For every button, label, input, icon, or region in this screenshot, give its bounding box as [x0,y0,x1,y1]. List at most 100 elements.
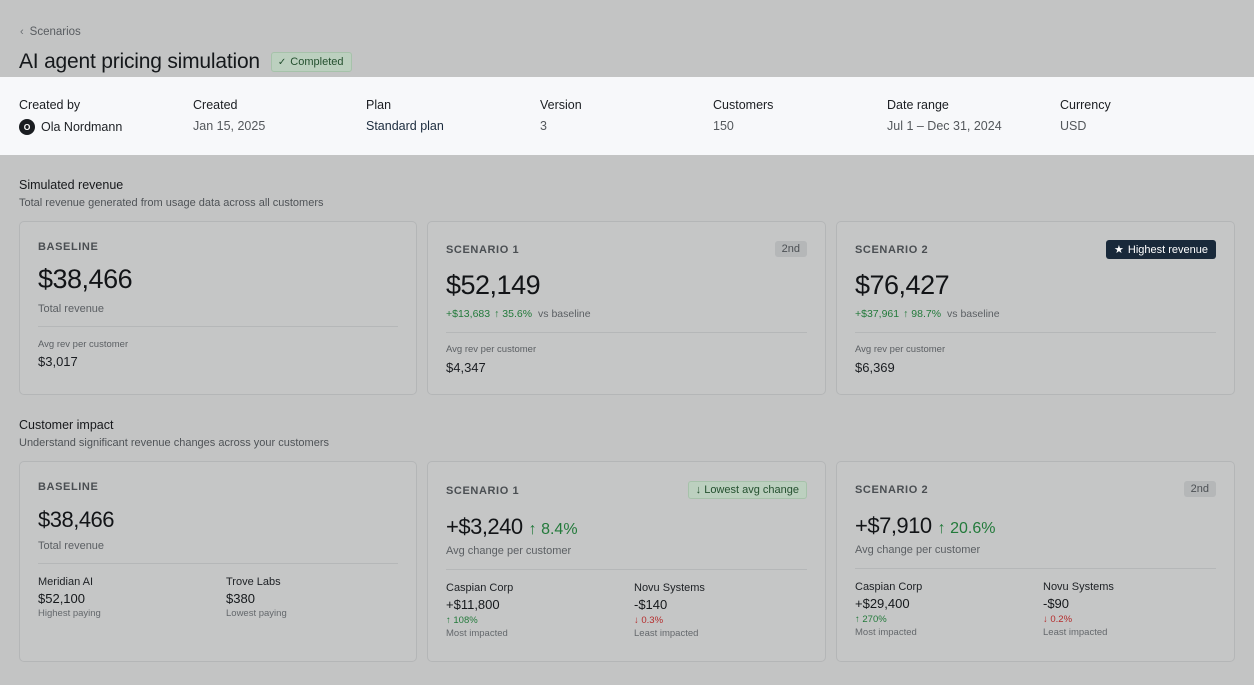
card-label: BASELINE [38,481,99,493]
avg-value: $4,347 [446,360,486,375]
impact-card-scenario-1: SCENARIO 1 ↓ Lowest avg change +$3,240 ↑ … [427,461,826,662]
divider [446,569,807,570]
customer-note: Least impacted [1043,627,1108,638]
impact-card-baseline: BASELINE $38,466 Total revenue Meridian … [19,461,417,662]
customer-name: Trove Labs [226,576,281,588]
meta-version: Version 3 [540,98,582,133]
delta-pct: ↑ 98.7% [903,308,942,320]
most-impacted-customer: Caspian Corp +$11,800 ↑ 108% Most impact… [446,582,513,639]
avg-change: +$7,910 [855,513,932,538]
customer-name: Novu Systems [634,582,705,594]
customer-note: Highest paying [38,608,101,619]
section-subtitle-revenue: Total revenue generated from usage data … [19,197,324,209]
meta-value: 150 [713,119,734,133]
customer-amount: +$29,400 [855,596,910,611]
customer-name: Meridian AI [38,576,94,588]
meta-label: Currency [1060,98,1111,112]
meta-label: Version [540,98,582,112]
section-subtitle-impact: Understand significant revenue changes a… [19,437,329,449]
divider [38,326,398,327]
meta-customers: Customers 150 [713,98,773,133]
section-title-revenue: Simulated revenue [19,178,124,192]
creator-name: Ola Nordmann [41,120,123,134]
delta-amount: +$13,683 [446,308,491,320]
delta-vs: vs baseline [947,308,1000,320]
card-label: SCENARIO 2 [855,244,929,256]
meta-value: Jul 1 – Dec 31, 2024 [887,119,1002,133]
meta-value: O Ola Nordmann [19,119,122,135]
lowest-paying-customer: Trove Labs $380 Lowest paying [226,576,287,619]
rank-badge: 2nd [1183,481,1216,497]
divider [446,332,807,333]
highest-paying-customer: Meridian AI $52,100 Highest paying [38,576,101,619]
customer-name: Caspian Corp [446,582,514,594]
impact-card-scenario-2: SCENARIO 2 2nd +$7,910 ↑ 20.6% Avg change… [836,461,1235,662]
revenue-card-scenario-2: SCENARIO 2 ★ Highest revenue $76,427 +$3… [836,221,1235,395]
delta-vs: vs baseline [538,308,591,320]
card-value: +$7,910 ↑ 20.6% [855,513,995,539]
divider [855,332,1216,333]
star-icon: ★ [1114,244,1124,256]
divider [38,563,398,564]
divider [855,568,1216,569]
chevron-left-icon: ‹ [20,26,24,38]
avatar: O [19,119,35,135]
delta-amount: +$37,961 [855,308,900,320]
card-value: $38,466 [38,507,115,532]
meta-label: Date range [887,98,949,112]
highest-revenue-badge: ★ Highest revenue [1106,240,1216,259]
customer-pct: ↑ 270% [855,614,887,625]
meta-date-range: Date range Jul 1 – Dec 31, 2024 [887,98,1002,133]
customer-pct: ↓ 0.2% [1043,614,1073,625]
revenue-card-baseline: BASELINE $38,466 Total revenue Avg rev p… [19,221,417,395]
customer-name: Caspian Corp [855,581,923,593]
card-sub: Avg change per customer [446,545,572,557]
status-label: Completed [290,56,344,68]
customer-amount: -$140 [634,597,668,612]
card-label: SCENARIO 1 [446,244,520,256]
meta-label: Plan [366,98,392,112]
customer-name: Novu Systems [1043,581,1114,593]
card-sub: Total revenue [38,540,105,552]
avg-change-pct: ↑ 20.6% [937,520,996,537]
status-badge: ✓ Completed [270,52,352,72]
card-label: BASELINE [38,241,99,253]
lowest-avg-change-badge: ↓ Lowest avg change [687,481,807,499]
meta-plan: Plan Standard plan [366,98,444,133]
avg-value: $3,017 [38,354,78,369]
meta-label: Created [193,98,238,112]
least-impacted-customer: Novu Systems -$140 ↓ 0.3% Least impacted [634,582,705,639]
customer-pct: ↓ 0.3% [634,615,664,626]
meta-created-by: Created by O Ola Nordmann [19,98,122,135]
card-value: +$3,240 ↑ 8.4% [446,514,578,540]
least-impacted-customer: Novu Systems -$90 ↓ 0.2% Least impacted [1043,581,1114,638]
check-icon: ✓ [277,56,287,68]
most-impacted-customer: Caspian Corp +$29,400 ↑ 270% Most impact… [855,581,922,638]
breadcrumb[interactable]: ‹ Scenarios [20,26,81,38]
plan-link[interactable]: Standard plan [366,119,444,133]
revenue-card-scenario-1: SCENARIO 1 2nd $52,149 +$13,683 ↑ 35.6% … [427,221,826,395]
meta-value: 3 [540,119,547,133]
breadcrumb-scenarios[interactable]: Scenarios [29,26,81,38]
page-title: AI agent pricing simulation [19,50,260,73]
meta-value: USD [1060,119,1087,133]
avg-change-pct: ↑ 8.4% [528,521,578,538]
customer-amount: $380 [226,591,255,606]
customer-amount: -$90 [1043,596,1070,611]
avg-value: $6,369 [855,360,895,375]
badge-label: Highest revenue [1127,243,1208,256]
customer-note: Most impacted [446,628,508,639]
customer-note: Lowest paying [226,608,287,619]
card-label: SCENARIO 2 [855,484,929,496]
customer-amount: +$11,800 [446,597,500,612]
customer-pct: ↑ 108% [446,615,478,626]
card-value: $52,149 [446,270,541,300]
avg-change: +$3,240 [446,514,523,539]
avg-label: Avg rev per customer [446,344,537,355]
title-row: AI agent pricing simulation ✓ Completed [19,50,352,74]
card-sub: Total revenue [38,303,105,315]
delta: +$37,961 ↑ 98.7% vs baseline [855,308,1000,320]
customer-note: Most impacted [855,627,917,638]
avg-label: Avg rev per customer [855,344,946,355]
meta-label: Created by [19,98,81,112]
